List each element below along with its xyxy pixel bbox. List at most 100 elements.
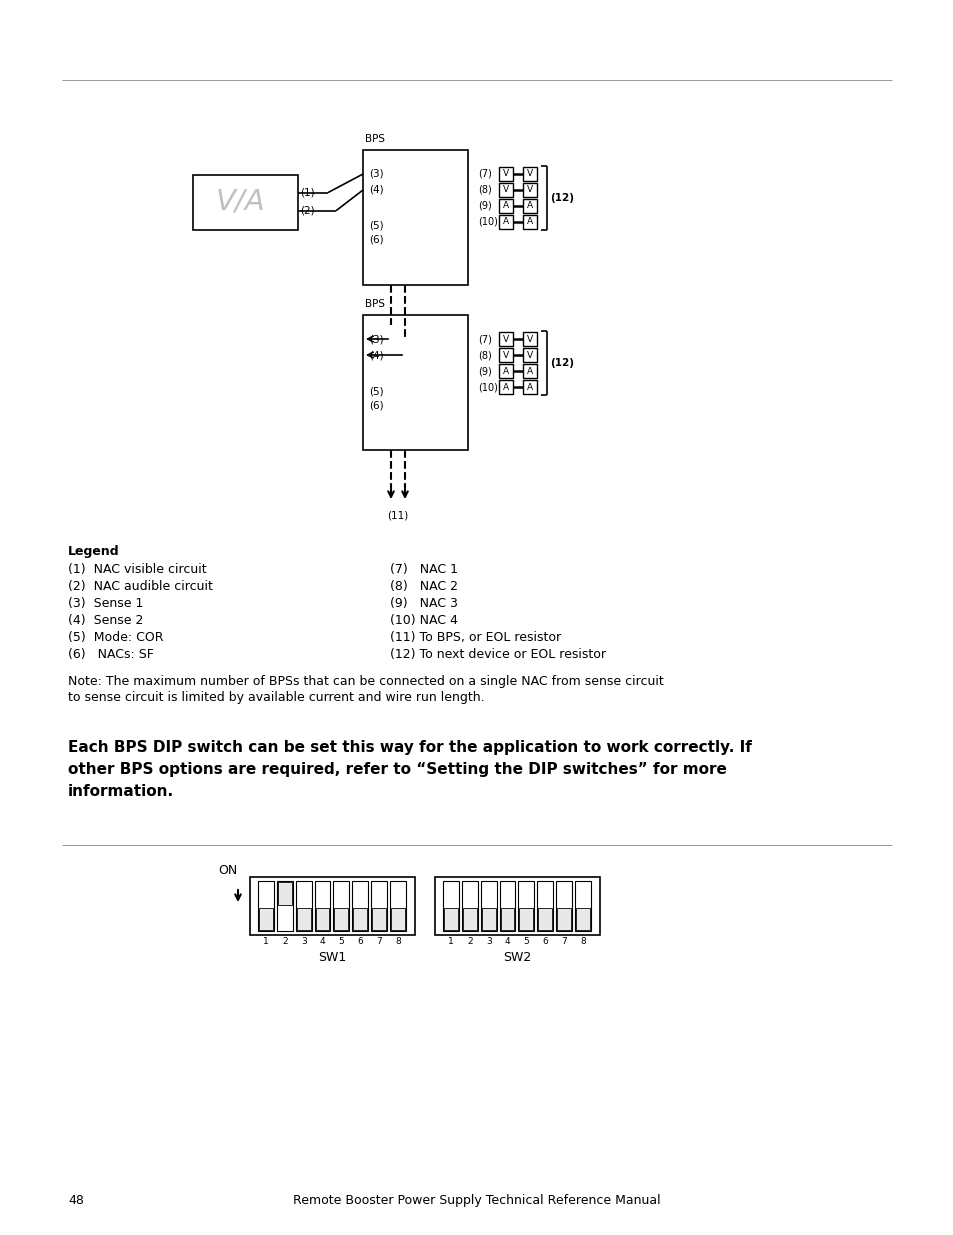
Text: V: V [526,185,533,194]
Text: 3: 3 [300,937,306,946]
Bar [480,881,497,931]
Text: A: A [502,217,509,226]
Text: other BPS options are required, refer to “Setting the DIP switches” for more: other BPS options are required, refer to… [68,762,726,777]
Bar [499,881,515,931]
Text: 5: 5 [338,937,344,946]
Text: A: A [502,367,509,375]
Bar [193,175,297,230]
Text: Note: The maximum number of BPSs that can be connected on a single NAC from sens: Note: The maximum number of BPSs that ca… [68,676,663,688]
Bar [443,908,457,930]
Text: (11): (11) [387,510,408,520]
Text: V: V [502,169,509,179]
Text: A: A [526,367,533,375]
Text: 2: 2 [282,937,287,946]
Bar [371,881,387,931]
Text: information.: information. [68,784,174,799]
Bar [442,881,458,931]
Text: 3: 3 [485,937,491,946]
Bar [537,881,553,931]
Text: 8: 8 [579,937,585,946]
Bar [353,908,367,930]
Text: 7: 7 [560,937,566,946]
Text: 7: 7 [375,937,381,946]
Bar [522,199,537,212]
Text: V: V [502,335,509,343]
Text: (9)   NAC 3: (9) NAC 3 [390,597,457,610]
Bar [481,908,496,930]
Bar [498,348,513,362]
Text: to sense circuit is limited by available current and wire run length.: to sense circuit is limited by available… [68,692,484,704]
Bar [500,908,514,930]
Text: V/A: V/A [215,188,265,215]
Text: (7): (7) [477,333,492,345]
Bar [296,908,311,930]
Text: (10) NAC 4: (10) NAC 4 [390,614,457,627]
Text: 6: 6 [542,937,548,946]
Bar [522,183,537,198]
Text: 4: 4 [504,937,510,946]
Text: (2): (2) [299,206,314,216]
Bar [498,332,513,346]
Text: 48: 48 [68,1194,84,1207]
Bar [522,167,537,182]
Bar [461,881,477,931]
Bar [522,380,537,394]
Text: V: V [526,169,533,179]
Text: A: A [526,383,533,391]
Bar [522,215,537,228]
Text: (3)  Sense 1: (3) Sense 1 [68,597,143,610]
Bar [498,167,513,182]
Bar [314,881,330,931]
Text: SW2: SW2 [503,951,531,965]
Text: A: A [526,217,533,226]
Text: (4)  Sense 2: (4) Sense 2 [68,614,143,627]
Bar [257,881,274,931]
Bar [556,881,572,931]
Text: (8): (8) [477,185,491,195]
Bar [575,881,590,931]
Bar [522,348,537,362]
Text: (6): (6) [369,400,383,410]
Text: (7)   NAC 1: (7) NAC 1 [390,563,457,576]
Bar [250,877,415,935]
Text: (12): (12) [550,193,574,203]
Bar [372,908,386,930]
Bar [522,364,537,378]
Text: (11) To BPS, or EOL resistor: (11) To BPS, or EOL resistor [390,631,560,643]
Text: (12) To next device or EOL resistor: (12) To next device or EOL resistor [390,648,605,661]
Bar [557,908,571,930]
Text: BPS: BPS [365,135,385,144]
Bar [462,908,476,930]
Text: ON: ON [218,864,237,877]
Text: (1)  NAC visible circuit: (1) NAC visible circuit [68,563,207,576]
Bar [335,908,348,930]
Text: A: A [502,383,509,391]
Text: V: V [526,335,533,343]
Text: 8: 8 [395,937,400,946]
Text: (1): (1) [299,188,314,198]
Bar [391,908,405,930]
Bar [352,881,368,931]
Bar [522,332,537,346]
Bar [315,908,329,930]
Bar [576,908,589,930]
Text: (7): (7) [477,169,492,179]
Text: V: V [502,185,509,194]
Text: (4): (4) [369,350,383,359]
Text: BPS: BPS [365,299,385,309]
Text: (12): (12) [550,358,574,368]
Text: (9): (9) [477,201,491,211]
Text: 1: 1 [263,937,269,946]
Bar [363,149,468,285]
Bar [498,215,513,228]
Text: (10): (10) [477,382,497,391]
Text: 6: 6 [357,937,363,946]
Text: V: V [526,351,533,359]
Text: Legend: Legend [68,545,119,558]
Bar [276,881,293,931]
Bar [518,881,534,931]
Text: SW1: SW1 [318,951,346,965]
Text: 1: 1 [448,937,454,946]
Bar [498,364,513,378]
Text: (3): (3) [369,169,383,179]
